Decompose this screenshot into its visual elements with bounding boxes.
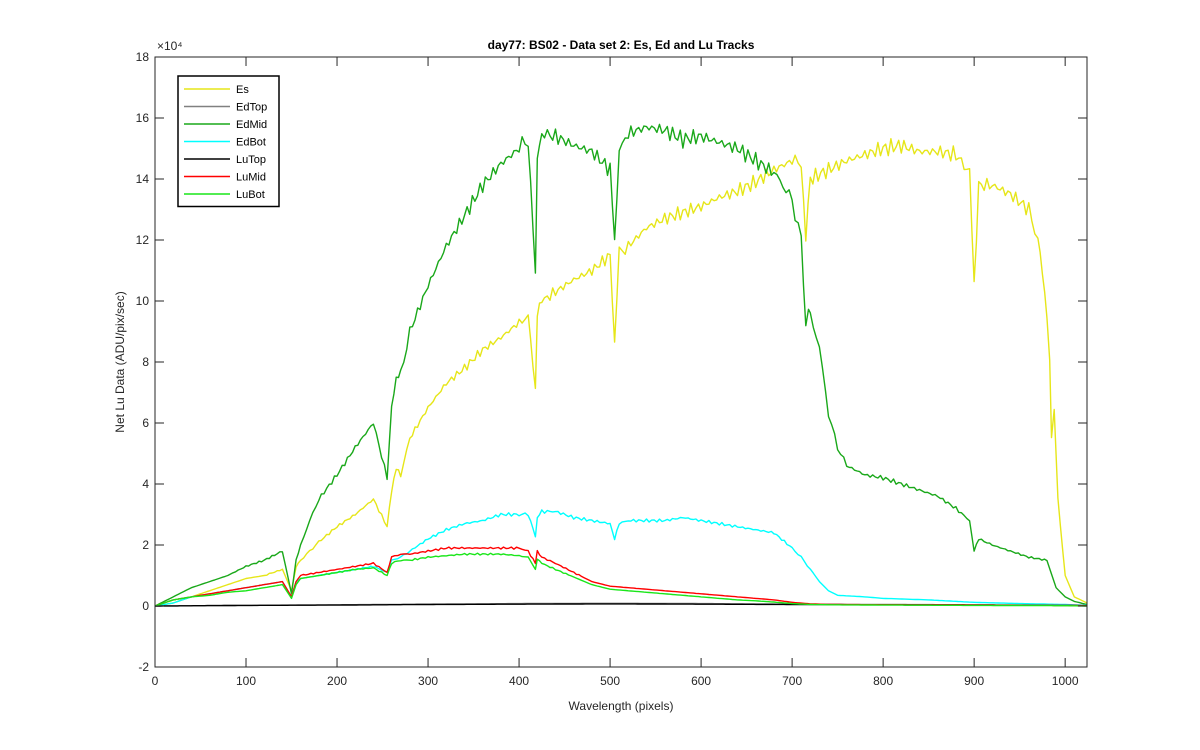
y-axis-label: Net Lu Data (ADU/pix/sec) [113, 291, 127, 432]
x-tick-label: 400 [509, 674, 529, 688]
x-tick-label: 100 [236, 674, 256, 688]
plot-area [155, 57, 1087, 667]
legend-label-lumid: LuMid [236, 172, 266, 184]
x-tick-label: 700 [782, 674, 802, 688]
x-tick-label: 600 [691, 674, 711, 688]
legend-label-lutop: LuTop [236, 154, 266, 166]
series-line-es [154, 137, 1088, 607]
series-line-lubot [154, 552, 1087, 607]
y-tick-label: 6 [142, 416, 149, 430]
x-tick-label: 500 [600, 674, 620, 688]
x-tick-label: 200 [327, 674, 347, 688]
legend: Es EdTop EdMid EdBot LuTop LuMid LuBot [177, 75, 280, 208]
series-line-edmid [154, 123, 1088, 607]
y-tick-label: 14 [136, 172, 150, 186]
legend-label-edtop: EdTop [236, 102, 267, 114]
legend-label-lubot: LuBot [236, 189, 265, 201]
x-tick-label: 800 [873, 674, 893, 688]
y-tick-label: 0 [142, 599, 149, 613]
legend-label-es: Es [236, 84, 249, 96]
y-tick-label: 2 [142, 538, 149, 552]
y-tick-label: 12 [136, 233, 150, 247]
y-exponent-label: ×10⁴ [157, 39, 183, 53]
chart-title: day77: BS02 - Data set 2: Es, Ed and Lu … [488, 38, 755, 52]
axes-layer: 0 100 200 300 400 500 600 700 800 900 1000-2024681… [136, 50, 1088, 688]
legend-label-edbot: EdBot [236, 137, 266, 149]
y-tick-label: 16 [136, 111, 150, 125]
x-tick-label: 1000 [1052, 674, 1079, 688]
y-tick-label: 18 [136, 50, 150, 64]
y-tick-label: 8 [142, 355, 149, 369]
series-layer [154, 123, 1088, 607]
x-tick-label: 0 [152, 674, 159, 688]
y-tick-label: 4 [142, 477, 149, 491]
y-tick-label: 10 [136, 294, 150, 308]
x-tick-label: 300 [418, 674, 438, 688]
x-axis-label: Wavelength (pixels) [569, 699, 674, 713]
y-tick-label: -2 [138, 660, 149, 674]
legend-label-edmid: EdMid [236, 119, 267, 131]
x-tick-label: 900 [964, 674, 984, 688]
